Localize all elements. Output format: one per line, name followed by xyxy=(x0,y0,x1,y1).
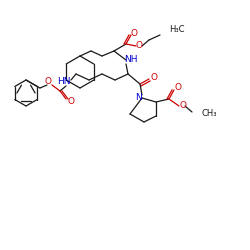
Text: O: O xyxy=(68,96,74,106)
Text: H₃C: H₃C xyxy=(169,26,184,35)
Text: O: O xyxy=(44,78,52,86)
Text: O: O xyxy=(150,74,158,82)
Text: CH₃: CH₃ xyxy=(202,110,218,118)
Text: N: N xyxy=(136,92,142,102)
Text: O: O xyxy=(180,102,186,110)
Text: HN: HN xyxy=(57,76,71,86)
Text: O: O xyxy=(130,28,138,38)
Text: NH: NH xyxy=(124,56,138,64)
Text: O: O xyxy=(136,42,142,50)
Text: O: O xyxy=(174,84,182,92)
